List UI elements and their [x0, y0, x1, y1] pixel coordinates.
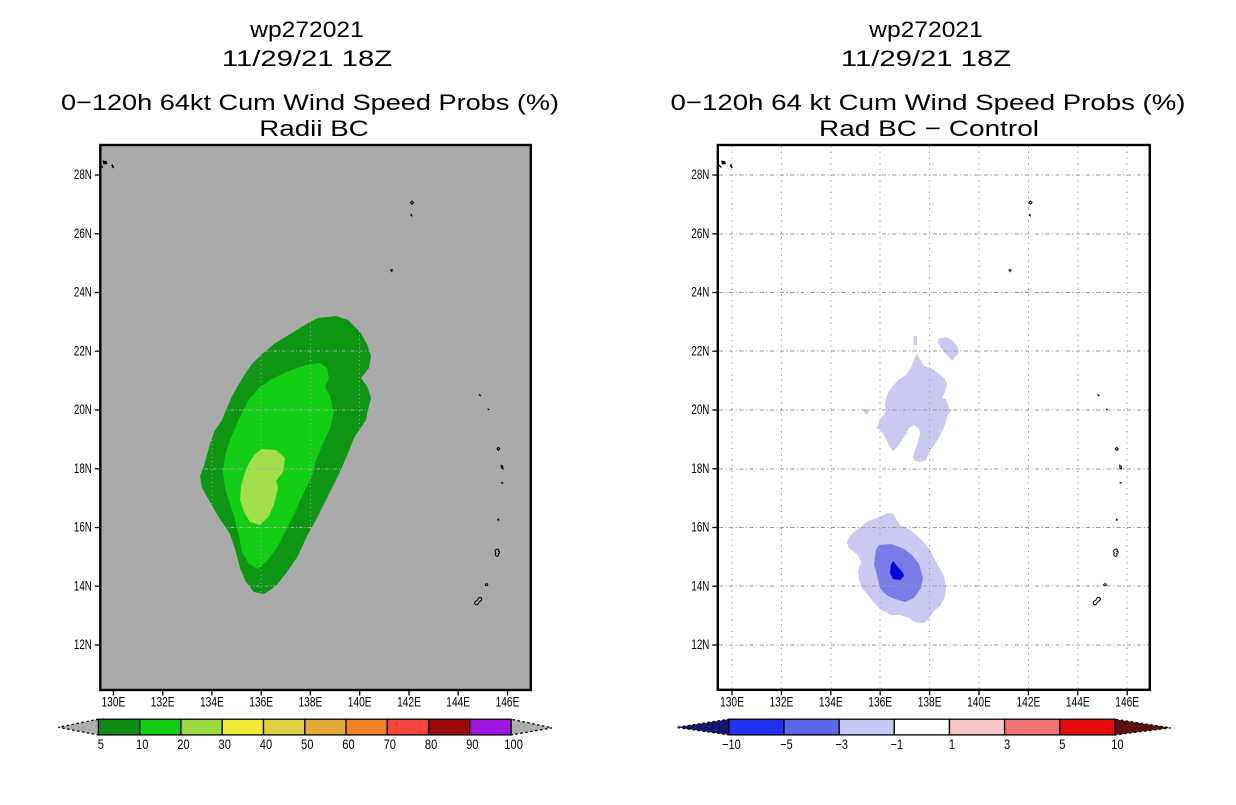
svg-text:20N: 20N	[691, 402, 709, 417]
svg-text:24N: 24N	[691, 285, 709, 300]
svg-text:18N: 18N	[74, 461, 92, 476]
svg-text:11/29/21 18Z: 11/29/21 18Z	[222, 46, 392, 71]
svg-text:134E: 134E	[819, 694, 843, 709]
svg-text:70: 70	[384, 737, 396, 752]
svg-text:134E: 134E	[200, 695, 224, 710]
svg-text:14N: 14N	[691, 579, 709, 594]
svg-text:10: 10	[1111, 737, 1123, 752]
svg-text:146E: 146E	[1115, 694, 1139, 709]
svg-text:3: 3	[1004, 737, 1010, 752]
svg-text:136E: 136E	[868, 694, 892, 709]
svg-text:144E: 144E	[446, 695, 470, 710]
svg-text:30: 30	[219, 737, 231, 752]
svg-text:12N: 12N	[74, 637, 92, 652]
svg-text:40: 40	[260, 737, 272, 752]
svg-text:10: 10	[136, 737, 148, 752]
svg-text:wp272021: wp272021	[249, 17, 364, 42]
svg-text:16N: 16N	[74, 520, 92, 535]
svg-text:Radii BC: Radii BC	[259, 116, 369, 141]
svg-text:5: 5	[98, 737, 104, 752]
svg-text:146E: 146E	[496, 695, 520, 710]
svg-text:138E: 138E	[918, 694, 942, 709]
svg-text:18N: 18N	[691, 461, 709, 476]
svg-text:130E: 130E	[102, 695, 126, 710]
svg-text:−1: −1	[891, 737, 903, 752]
svg-text:28N: 28N	[691, 167, 709, 182]
svg-text:−5: −5	[780, 737, 792, 752]
svg-text:16N: 16N	[691, 520, 709, 535]
svg-text:22N: 22N	[74, 343, 92, 358]
svg-text:0−120h 64kt Cum Wind Speed Pro: 0−120h 64kt Cum Wind Speed Probs (%)	[61, 90, 559, 115]
svg-text:100: 100	[504, 737, 523, 752]
svg-text:24N: 24N	[74, 285, 92, 300]
svg-text:11/29/21 18Z: 11/29/21 18Z	[841, 46, 1011, 71]
svg-text:90: 90	[466, 737, 478, 752]
svg-text:138E: 138E	[299, 695, 323, 710]
svg-text:26N: 26N	[691, 226, 709, 241]
svg-text:132E: 132E	[770, 694, 794, 709]
svg-text:80: 80	[425, 737, 437, 752]
svg-text:144E: 144E	[1066, 694, 1090, 709]
svg-text:14N: 14N	[74, 579, 92, 594]
svg-text:Rad BC − Control: Rad BC − Control	[819, 116, 1039, 141]
svg-text:50: 50	[301, 737, 313, 752]
svg-text:−3: −3	[836, 737, 848, 752]
svg-text:12N: 12N	[691, 637, 709, 652]
svg-text:60: 60	[342, 737, 354, 752]
svg-text:142E: 142E	[1017, 694, 1041, 709]
svg-text:1: 1	[949, 737, 955, 752]
svg-text:132E: 132E	[151, 695, 175, 710]
svg-text:130E: 130E	[720, 694, 744, 709]
svg-text:wp272021: wp272021	[868, 17, 983, 42]
svg-text:140E: 140E	[348, 695, 372, 710]
svg-text:0−120h 64 kt Cum Wind Speed Pr: 0−120h 64 kt Cum Wind Speed Probs (%)	[671, 90, 1186, 115]
svg-text:26N: 26N	[74, 226, 92, 241]
svg-text:20N: 20N	[74, 402, 92, 417]
svg-text:−10: −10	[722, 737, 741, 752]
svg-text:20: 20	[177, 737, 189, 752]
svg-text:140E: 140E	[967, 694, 991, 709]
svg-text:28N: 28N	[74, 167, 92, 182]
svg-text:22N: 22N	[691, 343, 709, 358]
svg-text:136E: 136E	[249, 695, 273, 710]
svg-text:142E: 142E	[397, 695, 421, 710]
svg-text:5: 5	[1059, 737, 1065, 752]
